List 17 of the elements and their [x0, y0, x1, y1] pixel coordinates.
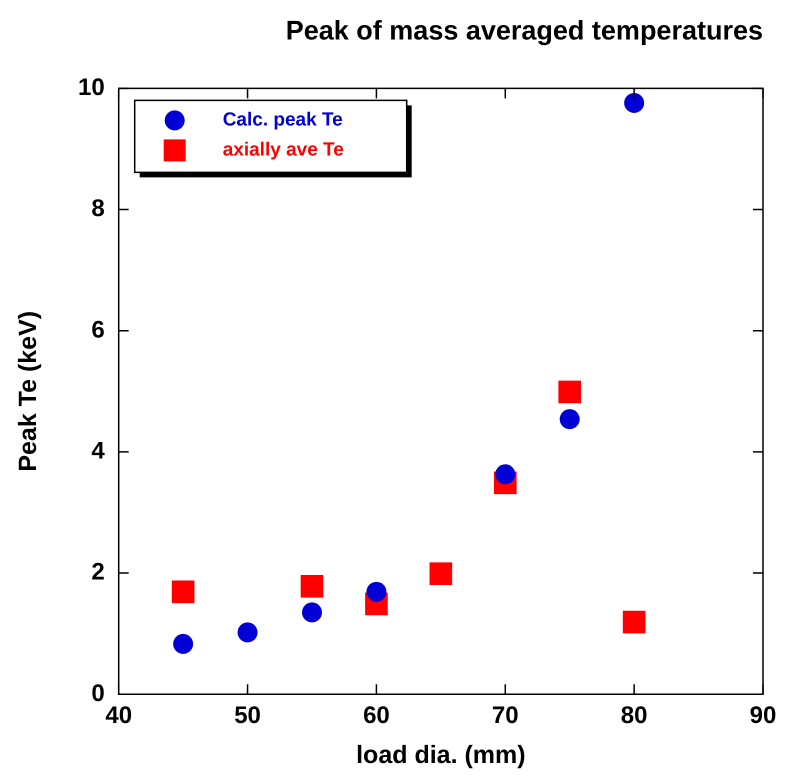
chart-title: Peak of mass averaged temperatures	[286, 16, 763, 46]
y-axis-title: Peak Te (keV)	[14, 310, 42, 472]
x-tick-label: 60	[363, 702, 390, 730]
x-axis-title: load dia. (mm)	[356, 740, 526, 769]
x-tick-label: 40	[105, 702, 132, 730]
y-tick-label: 10	[78, 74, 105, 102]
x-tick-label: 70	[492, 702, 519, 730]
legend-label: Calc. peak Te	[222, 110, 343, 131]
y-tick-label: 4	[91, 438, 106, 465]
y-tick-label: 6	[91, 316, 105, 344]
y-tick-label: 0	[91, 680, 105, 707]
legend-label: axially ave Te	[222, 140, 344, 161]
x-tick-label: 80	[620, 702, 648, 730]
x-tick-label: 50	[234, 702, 261, 730]
y-tick-label: 8	[91, 195, 105, 222]
x-tick-label: 90	[750, 702, 776, 730]
y-tick-label: 2	[91, 558, 105, 586]
